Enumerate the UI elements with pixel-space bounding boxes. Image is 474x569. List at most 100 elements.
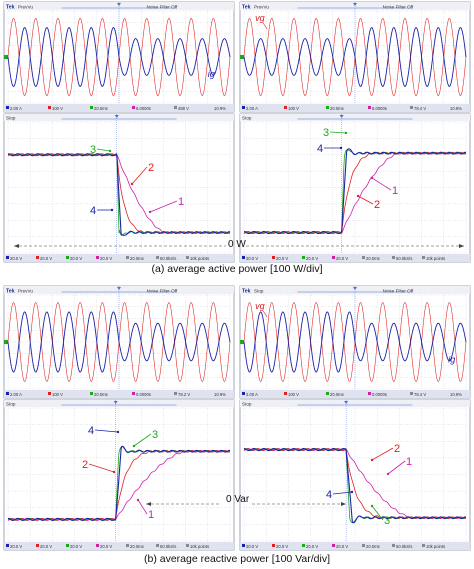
top-left-footer-time: 10.9% <box>214 106 226 111</box>
mid-left-footer-chip <box>174 392 177 395</box>
top-right-footer-text: 2.00 A <box>246 106 258 111</box>
top-left-hdr-right: Noise Filter Off <box>147 5 178 10</box>
pow-a-left-footer-chip <box>66 256 69 259</box>
mid-right-footer-text: 78.4 V <box>414 392 426 397</box>
arrowhead-n3 <box>370 504 374 508</box>
top-right-footer-chip <box>326 106 329 109</box>
pow-a-right-footer-chip <box>242 256 245 259</box>
mid-left-footer-text: 100 V <box>52 392 63 397</box>
pow-b-right-header <box>240 400 470 407</box>
label-n4: 4 <box>88 425 94 437</box>
mid-right-footer-text: 20.0ms <box>330 392 344 397</box>
top-left-footer-text: 488 V <box>178 106 189 111</box>
pow-b-left-trigger-marker <box>113 401 118 404</box>
pow-a-right-footer-text: 50.0kS/s <box>396 256 412 261</box>
top-right-hdr-right: Noise Filter Off <box>383 5 414 10</box>
pow-b-left-footer-text: 20.0 V <box>10 544 22 549</box>
pow-b-right-trigger-marker <box>344 401 349 404</box>
pow-a-right-footer-chip <box>362 256 365 259</box>
pow-b-left-footer-text: 50.0kS/s <box>160 544 176 549</box>
arrow-n1 <box>149 200 178 213</box>
top-right-footer-text: 6.0000s <box>372 106 387 111</box>
arrowhead-n4 <box>350 490 354 494</box>
pow-b-right-mode: Stop <box>242 402 252 407</box>
pow-b-right-footer-chip <box>422 544 425 547</box>
mid-right-ig-label: ig <box>448 355 455 365</box>
pow-b-right-footer-chip <box>392 544 395 547</box>
label-n3: 3 <box>90 144 96 156</box>
label-n3: 3 <box>323 127 329 139</box>
pow-a-right-footer <box>240 254 470 262</box>
top-left-ig-label: ig <box>208 69 215 79</box>
pow-b-left-footer-text: 20.0 V <box>100 544 112 549</box>
arrow-n3 <box>329 131 347 134</box>
arrowhead-n4 <box>116 430 120 434</box>
pow-a-left-footer-chip <box>36 256 39 259</box>
top-left-footer-chip <box>6 106 9 109</box>
mid-left-footer-chip <box>132 392 135 395</box>
arrow-n2 <box>357 195 374 205</box>
pow-a-right-footer-chip <box>392 256 395 259</box>
mid-left-footer <box>4 390 234 398</box>
pow-b-left-footer-chip <box>156 544 159 547</box>
mid-right-brand: Tek <box>242 289 251 295</box>
pow-b-left-footer-chip <box>66 544 69 547</box>
arrow-n1 <box>387 460 406 475</box>
top-right-footer-chip <box>284 106 287 109</box>
label-n1: 1 <box>406 456 412 468</box>
top-left-ground-marker <box>4 55 8 59</box>
pow-b-right-footer <box>240 542 470 550</box>
zero-var-arrow-right <box>341 502 346 506</box>
pow-b-right-footer-text: 20.0 V <box>246 544 258 549</box>
mid-left-footer-chip <box>6 392 9 395</box>
top-left-footer-text: 2.00 A <box>10 106 22 111</box>
label-n1: 1 <box>148 509 154 521</box>
pow-b-right-footer-text: 50.0kS/s <box>396 544 412 549</box>
pow-a-left-footer-text: 10k points <box>190 256 209 261</box>
arrow-n4 <box>94 429 119 433</box>
pow-a-left-footer-chip <box>186 256 189 259</box>
mid-left-mode: PrevVu <box>18 289 33 294</box>
pow-b-left-footer-chip <box>36 544 39 547</box>
pow-b-left-footer-text: 20.0ms <box>130 544 144 549</box>
pow-b-right-footer-text: 20.0ms <box>366 544 380 549</box>
pow-a-right-footer-text: 20.0 V <box>336 256 348 261</box>
pow-a-right-footer-chip <box>332 256 335 259</box>
zero-var-label: 0 Var <box>226 494 250 505</box>
pow-b-left-footer-text: 20.0 V <box>70 544 82 549</box>
top-right-footer-chip <box>368 106 371 109</box>
top-right-footer-text: 78.4 V <box>414 106 426 111</box>
arrowhead-n2 <box>112 470 116 474</box>
mid-left-footer-text: 2.00 A <box>10 392 22 397</box>
pow-a-left-trigger-marker <box>114 115 119 118</box>
top-left-footer-chip <box>90 106 93 109</box>
pow-a-right-footer-text: 20.0 V <box>276 256 288 261</box>
mid-left-footer-time: 10.9% <box>214 392 226 397</box>
pow-b-left-footer-chip <box>186 544 189 547</box>
pow-b-left-footer-text: 10k points <box>190 544 209 549</box>
top-left-footer-text: 100 V <box>52 106 63 111</box>
pow-a-right-mode: Stop <box>242 116 252 121</box>
pow-b-left-footer <box>4 542 234 550</box>
label-n2: 2 <box>82 459 88 471</box>
caption-a: (a) average active power [100 W/div] <box>151 263 323 275</box>
pow-b-right-footer-text: 10k points <box>426 544 445 549</box>
mid-left-ground-marker <box>4 340 8 344</box>
top-left-footer-chip <box>48 106 51 109</box>
arrowhead-n2 <box>130 182 134 186</box>
pow-a-right-header <box>240 114 470 121</box>
arrow-n3 <box>96 148 111 152</box>
pow-a-left-footer-text: 20.0 V <box>100 256 112 261</box>
pow-a-left-footer-text: 50.0kS/s <box>160 256 176 261</box>
pow-b-left-header <box>4 400 234 407</box>
pow-a-left-footer-chip <box>6 256 9 259</box>
pow-a-left-footer-text: 20.0ms <box>130 256 144 261</box>
pow-b-left-mode: Stop <box>6 402 16 407</box>
mid-left-hdr-right: Noise Filter Off <box>147 289 178 294</box>
top-right-footer-text: 100 V <box>288 106 299 111</box>
mid-left-footer-chip <box>48 392 51 395</box>
arrow-n4 <box>332 491 353 495</box>
pow-b-left-footer-chip <box>126 544 129 547</box>
pow-a-right-trigger-marker <box>339 115 344 118</box>
